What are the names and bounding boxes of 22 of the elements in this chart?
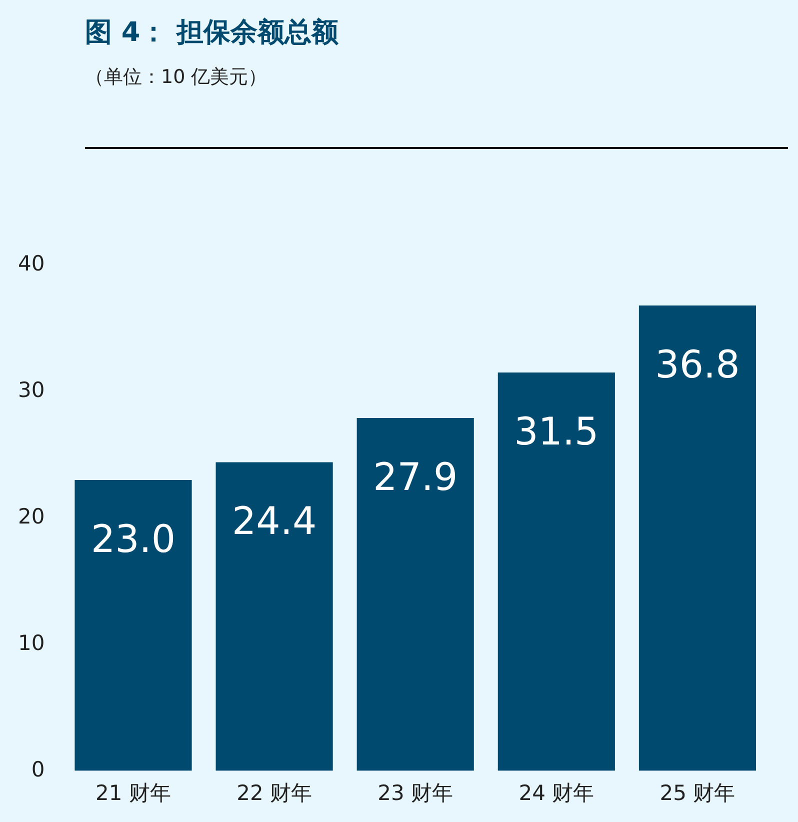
- x-tick-label: 23 财年: [378, 780, 454, 805]
- data-label: 36.8: [655, 342, 740, 386]
- chart-subtitle: （单位：10 亿美元）: [85, 65, 268, 90]
- bar: [74, 480, 192, 771]
- data-label: 24.4: [232, 499, 317, 544]
- bar: [498, 372, 615, 771]
- x-tick-label: 24 财年: [518, 780, 594, 805]
- y-tick-label: 40: [18, 251, 45, 276]
- data-label: 27.9: [373, 454, 458, 499]
- y-tick-label: 10: [18, 630, 45, 655]
- data-label: 23.0: [90, 516, 176, 561]
- bar: [638, 305, 756, 771]
- x-tick-label: 22 财年: [236, 780, 312, 805]
- y-tick-label: 30: [18, 378, 45, 402]
- x-tick-label: 25 财年: [660, 780, 736, 805]
- bar: [356, 418, 474, 771]
- bar: [216, 462, 333, 771]
- chart-title: 图 4： 担保余额总额: [85, 16, 339, 50]
- y-tick-label: 0: [31, 757, 45, 782]
- data-label: 31.5: [514, 409, 599, 454]
- y-tick-label: 20: [18, 504, 45, 528]
- x-tick-label: 21 财年: [96, 780, 171, 805]
